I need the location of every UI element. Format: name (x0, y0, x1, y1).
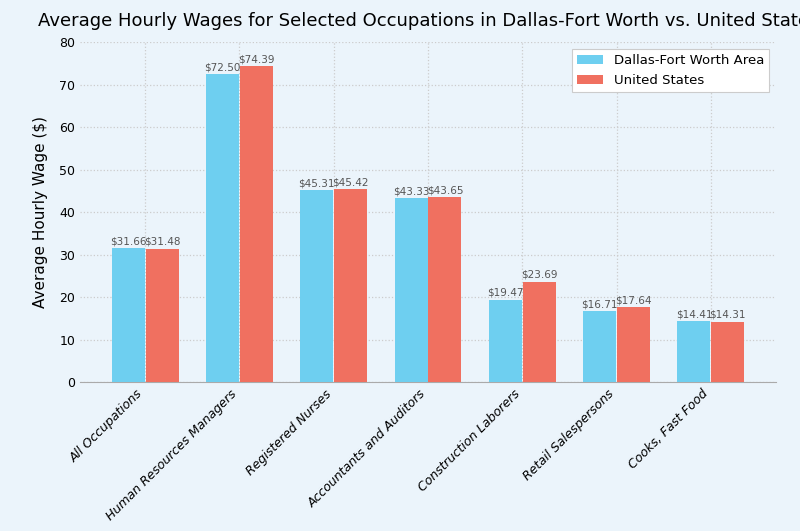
Text: $31.66: $31.66 (110, 236, 146, 246)
Text: $16.71: $16.71 (582, 299, 618, 310)
Bar (334, 190, 367, 382)
Text: $31.48: $31.48 (144, 237, 180, 247)
Bar (146, 249, 178, 382)
Text: $43.33: $43.33 (393, 186, 430, 196)
Bar (206, 74, 239, 382)
Title: Average Hourly Wages for Selected Occupations in Dallas-Fort Worth vs. United St: Average Hourly Wages for Selected Occupa… (38, 12, 800, 30)
Bar (489, 299, 522, 382)
Bar (617, 307, 650, 382)
Bar (240, 66, 273, 382)
Bar (583, 311, 616, 382)
Legend: Dallas-Fort Worth Area, United States: Dallas-Fort Worth Area, United States (571, 49, 770, 92)
Bar (429, 197, 462, 382)
Text: $43.65: $43.65 (426, 185, 463, 195)
Bar (300, 190, 334, 382)
Y-axis label: Average Hourly Wage ($): Average Hourly Wage ($) (33, 116, 48, 309)
Bar (711, 322, 744, 382)
Text: $45.42: $45.42 (333, 178, 369, 187)
Text: $23.69: $23.69 (521, 270, 558, 280)
Bar (522, 281, 556, 382)
Text: $14.41: $14.41 (676, 310, 712, 320)
Bar (678, 321, 710, 382)
Bar (112, 248, 145, 382)
Text: $19.47: $19.47 (487, 288, 523, 298)
Text: $14.31: $14.31 (710, 310, 746, 320)
Text: $74.39: $74.39 (238, 55, 274, 65)
Text: $17.64: $17.64 (615, 296, 652, 306)
Text: $45.31: $45.31 (298, 178, 335, 188)
Text: $72.50: $72.50 (204, 63, 241, 73)
Bar (394, 198, 427, 382)
